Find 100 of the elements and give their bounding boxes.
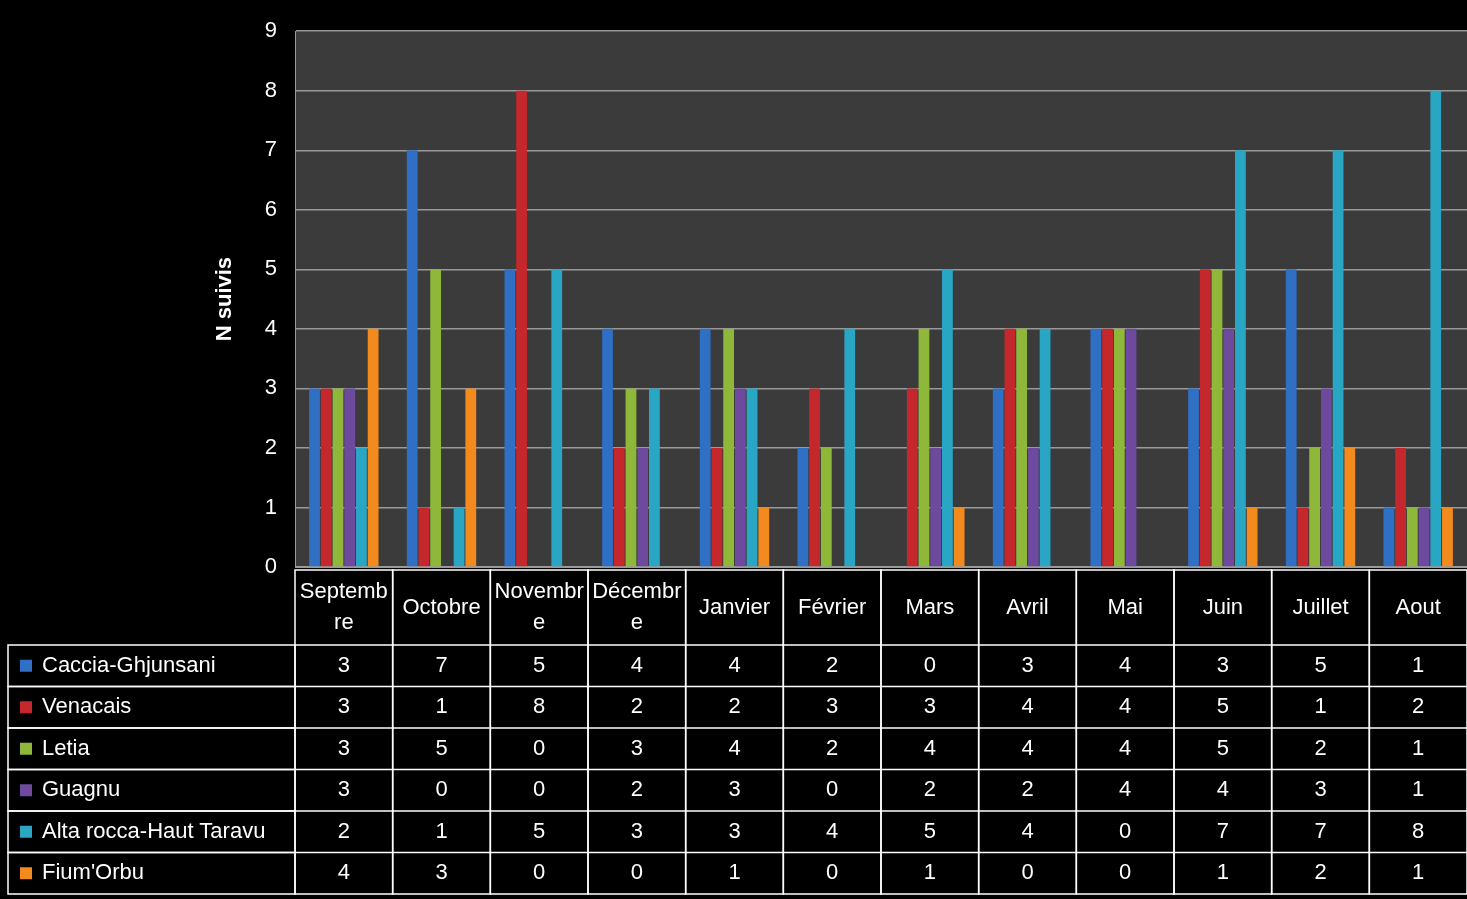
legend-label: Guagnu [42, 776, 121, 802]
bar [430, 269, 442, 567]
y-tick-label: 9 [264, 17, 277, 43]
data-label: 1 [1216, 859, 1229, 885]
data-label: 3 [337, 776, 350, 802]
x-tick-label: Janvier [699, 593, 770, 619]
bar [1125, 328, 1137, 567]
data-label: 2 [826, 734, 839, 760]
bar [1406, 507, 1418, 567]
data-label: 1 [1412, 734, 1425, 760]
data-label: 4 [1119, 734, 1132, 760]
y-tick-label: 7 [264, 136, 277, 162]
bar [746, 388, 758, 567]
data-label: 4 [1021, 734, 1034, 760]
data-label: 4 [630, 651, 643, 677]
data-label: 2 [1021, 776, 1034, 802]
data-label: 4 [1216, 776, 1229, 802]
data-label: 1 [1412, 776, 1425, 802]
data-label: 4 [728, 734, 741, 760]
data-label: 4 [728, 651, 741, 677]
bar [320, 388, 332, 567]
bar [625, 388, 637, 567]
data-label: 2 [1412, 693, 1425, 719]
bar [1223, 328, 1235, 567]
bar [516, 90, 527, 567]
data-label: 5 [533, 817, 546, 843]
bar [406, 150, 418, 567]
bar [1395, 447, 1406, 567]
data-label: 3 [923, 693, 936, 719]
data-label: 2 [1314, 859, 1327, 885]
x-tick-label: Septembre [299, 578, 388, 635]
bar [1430, 90, 1442, 567]
bar [906, 388, 918, 567]
bar [453, 507, 465, 567]
bar [1113, 328, 1125, 567]
bar [711, 447, 723, 567]
bar [1188, 388, 1199, 567]
data-label: 8 [533, 693, 546, 719]
data-label: 5 [435, 734, 448, 760]
y-axis-title: N suivis [211, 256, 237, 342]
data-label: 3 [728, 776, 741, 802]
bar [1309, 447, 1321, 567]
data-label: 2 [728, 693, 741, 719]
data-label: 7 [1216, 817, 1229, 843]
x-tick-label: Mars [905, 593, 955, 619]
bar [1039, 328, 1051, 567]
bar [820, 447, 832, 567]
x-tick-label: Décembre [592, 578, 682, 635]
bar [953, 507, 965, 567]
bar [1320, 388, 1332, 567]
bar [1383, 507, 1395, 567]
data-label: 0 [533, 859, 546, 885]
y-tick-label: 5 [264, 255, 277, 281]
bar [613, 447, 625, 567]
data-label: 1 [728, 859, 741, 885]
data-label: 3 [435, 859, 448, 885]
y-tick-label: 1 [264, 493, 277, 519]
data-label: 4 [337, 859, 350, 885]
bar [1235, 150, 1246, 567]
bar [1246, 507, 1258, 567]
legend-label: Letia [42, 734, 91, 760]
data-label: 3 [728, 817, 741, 843]
bar [1442, 507, 1453, 567]
data-label: 2 [630, 693, 643, 719]
bar [1016, 328, 1028, 567]
bar [930, 447, 942, 567]
legend-label: Caccia-Ghjunsani [42, 651, 216, 677]
data-label: 3 [826, 693, 839, 719]
data-label: 7 [1314, 817, 1327, 843]
data-label: 0 [826, 859, 839, 885]
data-label: 0 [533, 776, 546, 802]
bar [1344, 447, 1356, 567]
bar [797, 447, 809, 567]
data-label: 0 [826, 776, 839, 802]
data-label: 5 [1216, 693, 1229, 719]
x-tick-label: Avril [1006, 593, 1049, 619]
y-tick-label: 6 [264, 195, 277, 221]
bar [465, 388, 477, 567]
data-label: 4 [1119, 651, 1132, 677]
bar [637, 447, 649, 567]
bar [723, 328, 735, 567]
legend-label: Venacais [42, 693, 132, 719]
data-label: 2 [826, 651, 839, 677]
data-label: 3 [337, 734, 350, 760]
bar [1418, 507, 1430, 567]
x-tick-label: Juin [1202, 593, 1244, 619]
bar [356, 447, 367, 567]
y-tick-label: 4 [264, 314, 277, 340]
data-label: 3 [1021, 651, 1034, 677]
data-label: 8 [1412, 817, 1425, 843]
x-tick-label: Octobre [402, 593, 481, 619]
bar [942, 269, 953, 567]
bar [1332, 150, 1344, 567]
data-label: 0 [435, 776, 448, 802]
x-tick-label: Mai [1107, 593, 1143, 619]
data-label: 4 [1021, 817, 1034, 843]
data-label: 4 [1021, 693, 1034, 719]
y-tick-label: 2 [264, 434, 277, 459]
x-tick-label: Février [797, 593, 867, 619]
bar [1211, 269, 1223, 567]
